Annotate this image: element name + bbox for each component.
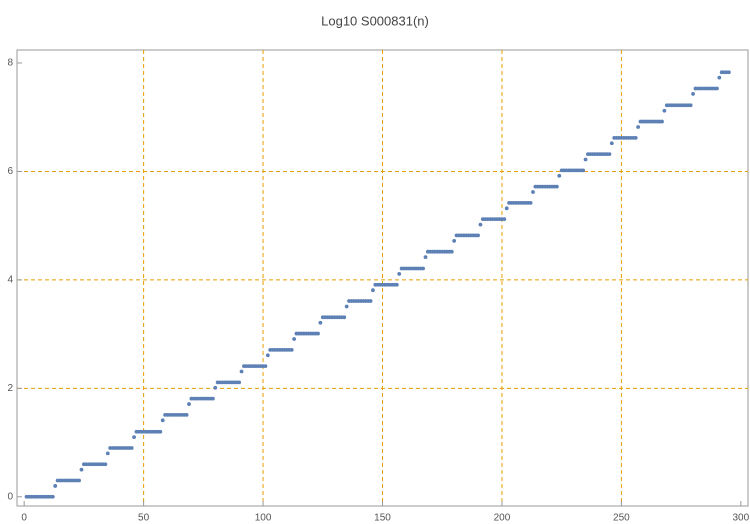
x-tick-label: 200: [494, 513, 511, 524]
point: [397, 272, 402, 276]
point: [504, 206, 509, 211]
point: [237, 380, 242, 385]
point: [79, 467, 84, 472]
x-tick-label: 100: [255, 513, 272, 524]
point: [132, 435, 136, 440]
point: [557, 173, 562, 178]
point: [160, 418, 165, 423]
point: [581, 168, 586, 173]
point: [105, 451, 110, 456]
point: [213, 385, 218, 390]
point: [607, 152, 612, 157]
y-tick-label: 8: [7, 58, 13, 69]
point: [368, 299, 373, 303]
point: [449, 249, 454, 254]
x-tick-label: 0: [21, 513, 27, 524]
point: [502, 217, 507, 222]
point: [528, 201, 533, 205]
x-tick-label: 300: [732, 513, 749, 524]
point: [239, 369, 244, 374]
point: [609, 141, 614, 146]
point: [53, 484, 58, 488]
y-tick-label: 4: [7, 275, 13, 286]
point: [660, 119, 664, 124]
point: [583, 157, 588, 162]
point: [662, 108, 667, 113]
point: [633, 135, 638, 140]
point: [210, 396, 215, 401]
point: [531, 190, 535, 194]
y-tick-label: 2: [7, 383, 13, 394]
point: [452, 238, 457, 243]
point: [50, 494, 55, 499]
y-tick-label: 6: [7, 166, 13, 177]
point: [344, 304, 349, 309]
point: [289, 347, 294, 352]
point: [691, 92, 695, 96]
x-tick-label: 150: [374, 513, 391, 524]
point: [77, 478, 82, 483]
point: [554, 184, 559, 189]
chart-title: Log10 S000831(n): [321, 13, 429, 28]
point: [103, 462, 108, 467]
x-tick-label: 50: [138, 513, 150, 524]
point: [316, 331, 320, 336]
point: [476, 233, 480, 238]
point: [717, 75, 722, 80]
point: [263, 364, 268, 369]
point: [421, 266, 426, 271]
point: [129, 446, 134, 450]
point: [636, 125, 641, 129]
point: [726, 70, 731, 75]
point: [265, 353, 270, 358]
point: [715, 86, 719, 91]
y-tick-label: 0: [7, 491, 13, 502]
point: [318, 320, 323, 325]
point: [688, 103, 693, 108]
point: [292, 337, 297, 341]
point: [371, 288, 375, 293]
point: [394, 282, 399, 287]
x-tick-label: 250: [613, 513, 630, 524]
point: [342, 315, 347, 320]
point: [187, 402, 191, 406]
point: [423, 255, 428, 260]
point: [158, 429, 163, 434]
point: [478, 222, 483, 227]
point: [184, 413, 189, 417]
